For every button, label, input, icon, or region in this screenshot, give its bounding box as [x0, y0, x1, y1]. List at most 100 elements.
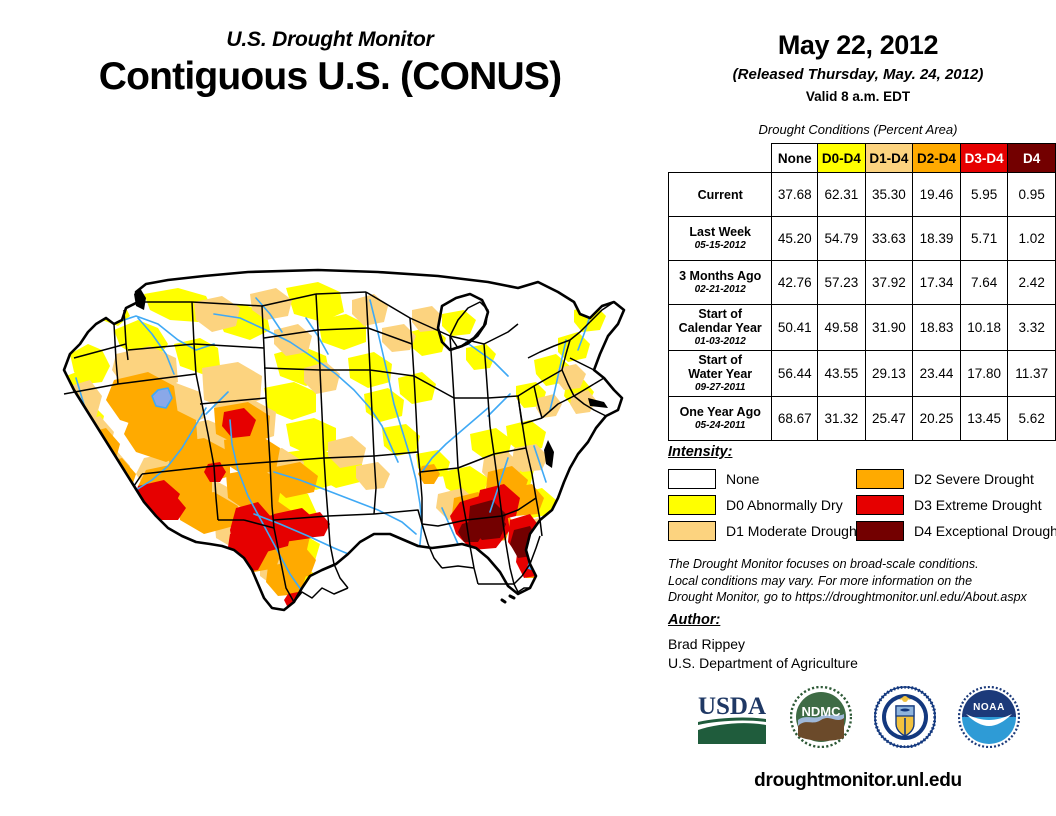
legend-swatch-none [668, 468, 716, 489]
cell-value: 18.39 [912, 216, 961, 261]
table-header-row: None D0-D4 D1-D4 D2-D4 D3-D4 D4 [668, 143, 1056, 173]
usdc-seal-logo[interactable] [873, 685, 937, 753]
title-block: U.S. Drought Monitor Contiguous U.S. (CO… [0, 28, 660, 100]
cell-value: 1.02 [1007, 216, 1056, 261]
disclaimer-line-3: Drought Monitor, go to https://droughtmo… [668, 590, 1027, 605]
author-organization: U.S. Department of Agriculture [668, 655, 858, 671]
ndmc-logo[interactable]: NDMC [789, 685, 853, 753]
cell-value: 7.64 [959, 260, 1009, 305]
cell-value: 29.13 [864, 350, 914, 397]
legend-item-d3: D3 Extreme Drought [856, 494, 1042, 515]
legend-label-d4: D4 Exceptional Drought [914, 522, 1056, 539]
legend-swatch-d2 [856, 468, 904, 489]
row-label-text: Start of Calendar Year [678, 307, 762, 335]
column-header-d0d4: D0-D4 [817, 143, 866, 173]
row-label-date: 09-27-2011 [695, 382, 746, 393]
table-caption: Drought Conditions (Percent Area) [758, 122, 958, 137]
legend-item-d0: D0 Abnormally Dry [668, 494, 856, 515]
row-label-date: 05-15-2012 [694, 240, 746, 251]
cell-value: 3.32 [1007, 304, 1056, 351]
table-row: One Year Ago 05-24-2011 68.67 31.32 25.4… [667, 396, 1056, 441]
map-national-border [62, 268, 626, 612]
cell-value: 56.44 [771, 350, 819, 397]
cell-value: 5.95 [959, 172, 1009, 217]
cell-value: 68.67 [771, 396, 819, 441]
ndmc-logo-text: NDMC [802, 704, 842, 719]
column-header-d1d4: D1-D4 [864, 143, 914, 173]
legend-item-d4: D4 Exceptional Drought [856, 520, 1056, 541]
row-label-text: 3 Months Ago [679, 269, 762, 283]
usda-logo-text: USDA [698, 693, 766, 720]
cell-value: 10.18 [959, 304, 1009, 351]
legend-label-d2: D2 Severe Drought [914, 470, 1034, 487]
drought-intensity-layer [64, 282, 606, 610]
row-label-text: Last Week [689, 225, 752, 239]
row-label-one-year-ago: One Year Ago 05-24-2011 [667, 396, 773, 441]
row-label-date: 05-24-2011 [695, 420, 746, 431]
table-row: 3 Months Ago 02-21-2012 42.76 57.23 37.9… [667, 260, 1056, 305]
row-label-date: 01-03-2012 [694, 336, 746, 347]
legend-swatch-d1 [668, 520, 716, 541]
table-row: Last Week 05-15-2012 45.20 54.79 33.63 1… [667, 216, 1056, 261]
cell-value: 49.58 [817, 304, 866, 351]
legend-row: D0 Abnormally Dry D3 Extreme Drought [668, 492, 1056, 517]
noaa-logo-text: NOAA [973, 702, 1005, 713]
row-label-last-week: Last Week 05-15-2012 [667, 216, 773, 261]
cell-value: 13.45 [959, 396, 1009, 441]
right-panel: May 22, 2012 (Released Thursday, May. 24… [660, 0, 1056, 816]
column-header-none: None [771, 143, 819, 173]
table-row: Start of Water Year 09-27-2011 56.44 43.5… [667, 350, 1056, 397]
cell-value: 62.31 [817, 172, 866, 217]
cell-value: 19.46 [912, 172, 961, 217]
drought-map[interactable] [18, 258, 652, 644]
cell-value: 5.62 [1007, 396, 1056, 441]
intensity-legend-title: Intensity: [668, 444, 733, 460]
author-heading: Author: [668, 612, 721, 628]
row-label-current: Current [667, 172, 773, 217]
cell-value: 17.80 [959, 350, 1009, 397]
cell-value: 37.68 [771, 172, 819, 217]
report-date: May 22, 2012 [777, 30, 939, 60]
table-body: Current 37.68 62.31 35.30 19.46 5.95 0.9… [667, 172, 1056, 441]
legend-item-d1: D1 Moderate Drought [668, 520, 861, 541]
row-label-text: One Year Ago [679, 405, 761, 419]
legend-item-none: None [668, 468, 856, 489]
drought-conditions-table: None D0-D4 D1-D4 D2-D4 D3-D4 D4 Current … [667, 143, 1056, 441]
page-title: Contiguous U.S. (CONUS) [98, 55, 562, 99]
disclaimer-line-2: Local conditions may vary. For more info… [668, 573, 973, 588]
cell-value: 50.41 [771, 304, 819, 351]
table-row: Current 37.68 62.31 35.30 19.46 5.95 0.9… [667, 172, 1056, 217]
cell-value: 31.90 [864, 304, 914, 351]
column-header-d4: D4 [1007, 143, 1056, 173]
cell-value: 5.71 [959, 216, 1009, 261]
released-date: (Released Thursday, May. 24, 2012) [732, 66, 984, 83]
disclaimer-line-1: The Drought Monitor focuses on broad-sca… [668, 557, 979, 571]
cell-value: 42.76 [771, 260, 819, 305]
legend-row: D1 Moderate Drought D4 Exceptional Droug… [668, 518, 1056, 543]
cell-value: 31.32 [817, 396, 866, 441]
legend-label-d1: D1 Moderate Drought [726, 522, 861, 539]
column-header-d2d4: D2-D4 [912, 143, 961, 173]
cell-value: 54.79 [817, 216, 866, 261]
noaa-logo[interactable]: NOAA [957, 685, 1021, 753]
legend-swatch-d0 [668, 494, 716, 515]
cell-value: 57.23 [817, 260, 866, 305]
valid-time: Valid 8 a.m. EDT [805, 89, 911, 104]
row-label-text: Start of Water Year [688, 353, 753, 381]
cell-value: 17.34 [912, 260, 961, 305]
cell-value: 37.92 [864, 260, 914, 305]
cell-value: 33.63 [864, 216, 914, 261]
map-state-borders-layer [63, 291, 625, 611]
usda-logo[interactable]: USDA [696, 688, 768, 751]
legend-row: None D2 Severe Drought [668, 466, 1056, 491]
table-row: Start of Calendar Year 01-03-2012 50.41 4… [667, 304, 1056, 351]
website-url[interactable]: droughtmonitor.unl.edu [754, 770, 962, 791]
row-label-date: 02-21-2012 [694, 284, 746, 295]
cell-value: 0.95 [1007, 172, 1056, 217]
legend-swatch-d3 [856, 494, 904, 515]
cell-value: 2.42 [1007, 260, 1056, 305]
cell-value: 23.44 [912, 350, 961, 397]
logo-row: USDA NDMC [660, 685, 1056, 753]
row-label-3-months-ago: 3 Months Ago 02-21-2012 [667, 260, 773, 305]
